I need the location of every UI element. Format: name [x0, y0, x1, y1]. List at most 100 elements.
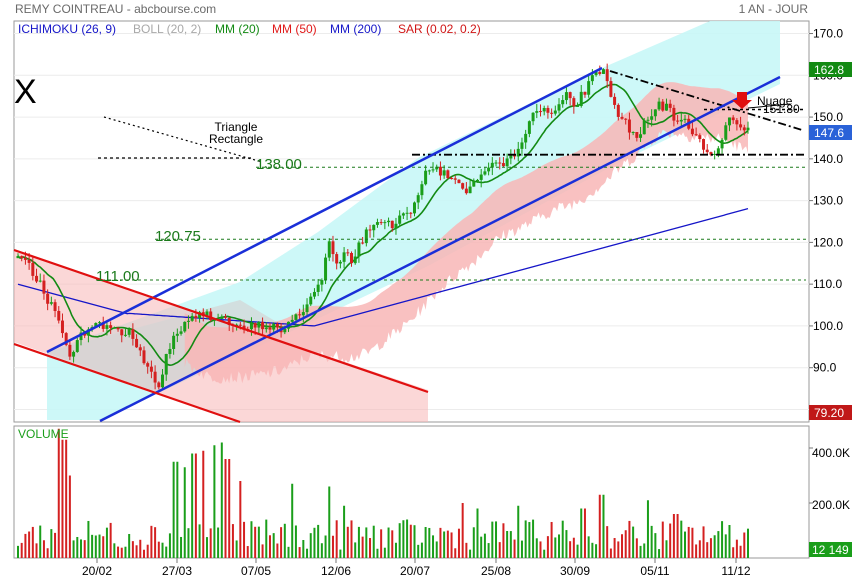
volume-bar — [487, 543, 490, 558]
legend-mm200: MM (200) — [330, 22, 381, 36]
volume-bar — [721, 521, 724, 558]
candle-body — [20, 256, 24, 258]
candle-body — [520, 142, 524, 149]
volume-bar — [346, 526, 349, 558]
volume-badge-bg — [809, 542, 852, 557]
candle-body — [746, 127, 750, 131]
volume-bar — [406, 519, 409, 558]
candle-body — [242, 325, 246, 330]
candle-body — [646, 119, 650, 121]
volume-bar — [465, 542, 468, 558]
volume-bar — [246, 546, 249, 558]
candle-body — [272, 323, 276, 330]
volume-bar — [702, 526, 705, 558]
candle-body — [23, 257, 27, 260]
volume-bar — [161, 542, 164, 558]
volume-bar — [428, 527, 431, 558]
candle-body — [94, 323, 98, 328]
badge-147: 147.6 — [814, 126, 844, 140]
candle-body — [501, 163, 505, 167]
candle-body — [264, 327, 268, 330]
candle-body — [53, 302, 57, 311]
volume-bar — [109, 522, 112, 558]
indicator-lines — [17, 83, 749, 367]
volume-bar — [98, 534, 101, 558]
volume-bar — [28, 531, 31, 558]
volume-bar — [57, 428, 60, 558]
volume-bar — [257, 526, 260, 558]
volume-bar — [180, 536, 183, 558]
volume-bar — [191, 453, 194, 558]
volume-bar — [443, 531, 446, 558]
volume-bar — [450, 532, 453, 558]
volume-bar — [591, 542, 594, 558]
candle-body — [713, 153, 717, 155]
volume-bar — [583, 508, 586, 558]
candle-body — [705, 149, 709, 153]
candle-body — [420, 184, 424, 196]
candle-body — [46, 293, 50, 304]
volume-bar — [424, 527, 427, 558]
candle-body — [564, 92, 568, 101]
candles — [16, 63, 750, 390]
candle-body — [312, 291, 316, 297]
candle-body — [179, 331, 183, 334]
volume-bar — [39, 525, 42, 558]
candle-body — [553, 110, 557, 114]
volume-bar — [217, 527, 220, 558]
uptrend-channel-top — [46, 66, 603, 354]
candle-body — [109, 325, 113, 328]
volume-bar — [643, 543, 646, 558]
candle-body — [338, 261, 342, 264]
volume-bar — [150, 525, 153, 558]
legend-sar: SAR (0.02, 0.2) — [398, 22, 481, 36]
volume-bar — [276, 543, 279, 558]
volume-bar — [306, 548, 309, 558]
volume-bar — [587, 536, 590, 558]
candle-body — [335, 254, 339, 264]
candle-body — [372, 224, 376, 231]
volume-bar — [672, 514, 675, 558]
badge-79: 79.20 — [814, 406, 844, 420]
candle-body — [594, 72, 598, 76]
volume-bar — [680, 520, 683, 558]
volume-bar — [635, 538, 638, 558]
candle-body — [390, 220, 394, 229]
volume-bar — [402, 520, 405, 558]
volume-bar — [154, 527, 157, 558]
volume-bar — [17, 545, 19, 558]
volume-bar — [646, 500, 649, 558]
volume-bar — [365, 527, 368, 558]
volume-bar — [328, 486, 331, 558]
candle-body — [524, 133, 528, 143]
volume-bar — [735, 539, 738, 558]
volume-bar — [391, 530, 394, 558]
volume-bar — [102, 536, 105, 558]
candle-body — [461, 183, 465, 189]
volume-bar — [669, 523, 672, 558]
candle-body — [238, 324, 242, 326]
volume-bar — [139, 539, 142, 558]
volume-bar — [454, 548, 457, 558]
legend-mm50: MM (50) — [272, 22, 317, 36]
candle-body — [112, 327, 116, 329]
candle-body — [601, 69, 605, 74]
candle-body — [227, 317, 231, 326]
volume-bar — [105, 527, 108, 558]
volume-bar — [280, 527, 283, 558]
price-tick-label: 120.0 — [813, 235, 843, 249]
volume-bar — [35, 543, 38, 558]
candle-body — [157, 382, 161, 388]
volume-bar — [472, 527, 475, 558]
uptrend-channel-bottom — [99, 75, 781, 423]
candle-body — [464, 188, 468, 194]
candle-body — [572, 98, 576, 107]
volume-bar — [20, 542, 23, 558]
volume-bar — [650, 525, 653, 558]
candle-body — [38, 280, 42, 282]
candle-body — [75, 340, 79, 352]
volume-bar — [250, 521, 253, 558]
candle-body — [724, 125, 728, 140]
date-axis: 20/02 27/03 07/05 12/06 20/07 25/08 30/09 05/11… — [82, 558, 751, 578]
annotation-triangle: Triangle — [215, 120, 258, 134]
